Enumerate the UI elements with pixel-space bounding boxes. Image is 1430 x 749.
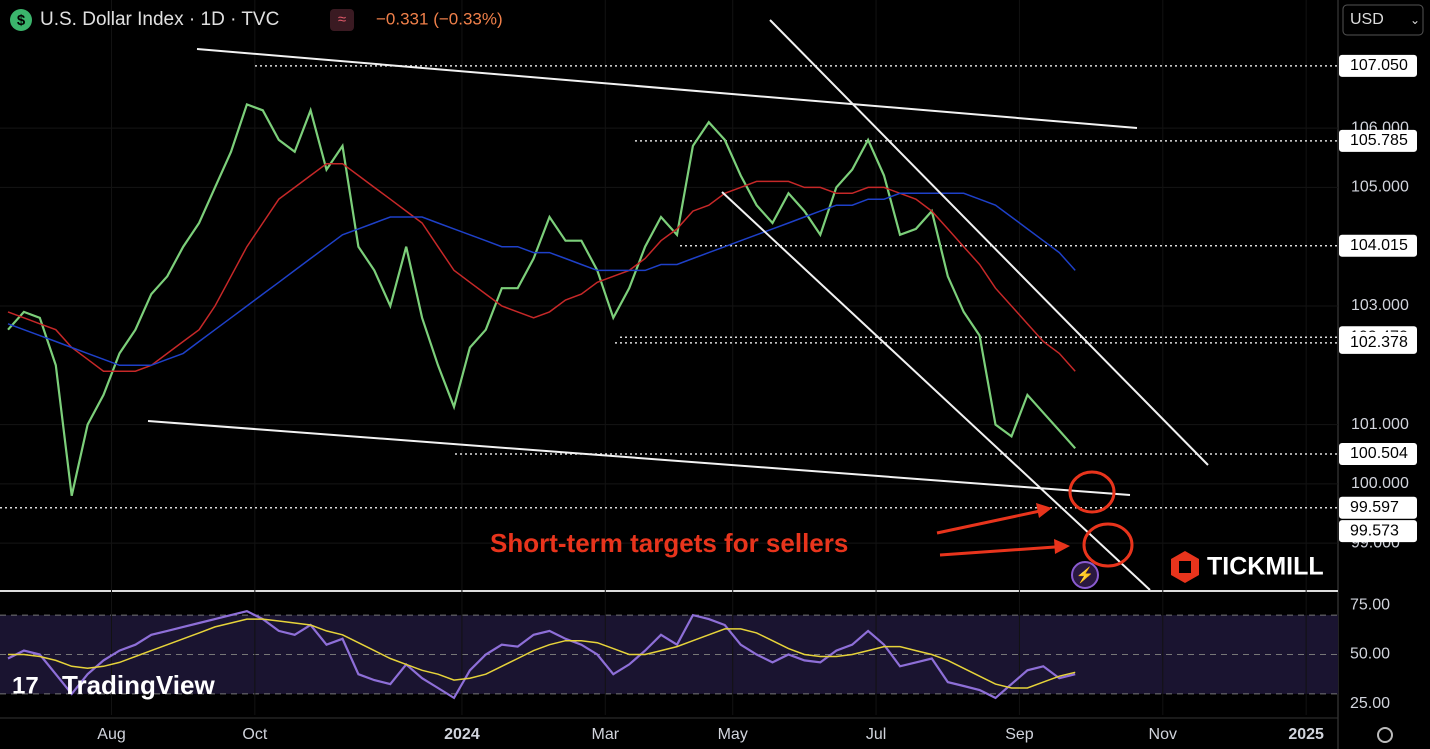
tickmill-logo: TICKMILL [1207,553,1324,581]
price-level-label: 105.785 [1350,132,1408,149]
arrow-head [1036,503,1052,518]
price-level-label: 99.573 [1350,522,1399,539]
x-tick-label: Jul [866,726,886,743]
price-level-box [1339,442,1417,465]
settings-icon[interactable] [1377,727,1393,743]
x-tick-label: Mar [592,726,620,743]
overlay-line [7,162,1076,372]
overlay-line [8,618,1076,689]
y-tick-label: 101.000 [1351,416,1409,433]
tradingview-logo: TradingView [62,670,215,700]
main-line [7,102,1077,496]
arrow [939,545,1056,557]
y-tick-label: 100.000 [1351,475,1409,492]
tickmill-icon-hole [1179,561,1191,573]
x-tick-label: May [718,726,748,743]
price-level-box [1339,129,1417,152]
arrow-head [1054,539,1070,554]
trend-line [721,191,1151,591]
lightning-icon[interactable] [1071,561,1099,589]
price-level-box [1339,331,1417,354]
symbol-title[interactable]: U.S. Dollar Index · 1D · TVC [40,9,279,30]
y-tick-label: 105.000 [1351,179,1409,196]
price-level-box [1339,54,1417,77]
currency-select[interactable] [1342,4,1424,36]
y-tick-label: 103.000 [1351,297,1409,314]
trend-line [147,420,1131,496]
price-level-label: 99.597 [1350,499,1399,516]
indicator-icon-glyph: ≈ [338,11,346,28]
rsi-tick-label: 75.00 [1350,596,1390,613]
price-level-box [1339,520,1417,543]
annotation: Short-term targets for sellers [490,528,848,558]
price-level-box [1339,234,1417,257]
rsi-tick-label: 50.00 [1350,646,1390,663]
target-markers [936,470,1134,568]
price-change: −0.331 (−0.33%) [376,9,503,28]
indicator-icon[interactable] [330,9,354,31]
lightning-glyph: ⚡ [1076,566,1095,584]
symbol-icon [10,9,32,31]
price-level-box [1339,496,1417,519]
tv-mark: 17 [12,672,39,699]
target-circle [1068,470,1116,514]
arrow [936,509,1041,535]
trend-line [769,19,1209,466]
x-tick-label: Oct [242,726,267,743]
overlay-line [7,192,1076,367]
currency: USD [1350,11,1384,28]
x-tick-label: Nov [1149,726,1177,743]
price-level-label: 102.378 [1350,334,1408,351]
price-level-label: 104.015 [1350,237,1408,254]
price-level-label: 100.504 [1350,445,1408,462]
x-tick-label: 2025 [1288,726,1324,743]
dropdown-caret: ⌄ [1410,13,1420,27]
rsi-tick-label: 25.00 [1350,695,1390,712]
x-tick-label: 2024 [444,726,480,743]
plot [0,0,1338,715]
x-tick-label: Aug [97,726,125,743]
trend-lines [147,19,1209,591]
price-level-label: 107.050 [1350,57,1408,74]
trend-line [196,48,1138,129]
x-tick-label: Sep [1005,726,1034,743]
main-line [7,610,1076,700]
symbol-icon-glyph: $ [17,12,26,29]
target-circle [1082,522,1134,568]
